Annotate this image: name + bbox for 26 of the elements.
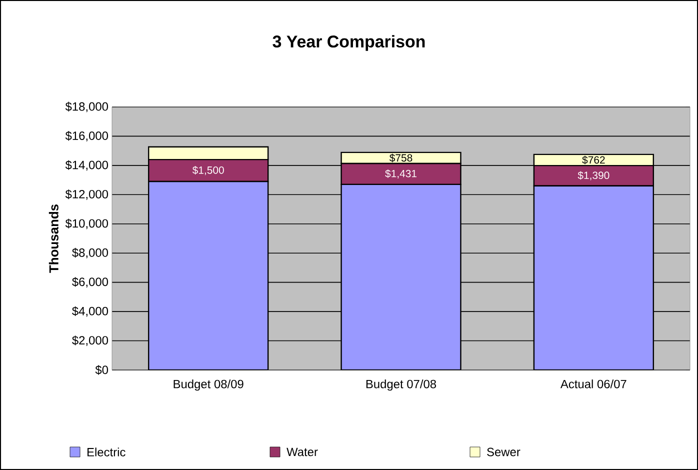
x-tick-label: Budget 08/09 bbox=[174, 380, 244, 391]
x-tick-label: Actual 06/07 bbox=[560, 380, 626, 388]
legend-label: Electric bbox=[88, 448, 126, 456]
y-tick-label: $8,000 bbox=[72, 248, 108, 258]
data-label: $1,500 bbox=[192, 166, 224, 176]
y-tick-label: $14,000 bbox=[65, 160, 108, 171]
y-tick-label: $12,000 bbox=[65, 189, 108, 200]
data-label: $758 bbox=[389, 154, 412, 162]
y-tick-label: $10,000 bbox=[65, 218, 108, 230]
bar bbox=[533, 185, 654, 370]
x-tick-label: Budget 07/08 bbox=[366, 380, 436, 391]
data-label: $1,390 bbox=[578, 171, 610, 180]
legend-label: Water bbox=[286, 448, 318, 456]
y-tick-label: $16,000 bbox=[65, 131, 108, 142]
bar bbox=[340, 184, 462, 370]
y-tick-label: $6,000 bbox=[72, 277, 108, 288]
chart-title: 3 Year Comparison bbox=[272, 35, 425, 51]
y-tick-label: $2,000 bbox=[72, 336, 108, 346]
y-tick-label: $0 bbox=[95, 365, 108, 375]
y-tick-label: $4,000 bbox=[72, 306, 108, 317]
data-label: $1,431 bbox=[385, 169, 416, 179]
bar bbox=[148, 180, 269, 370]
legend-label: Sewer bbox=[487, 448, 520, 456]
y-axis-title: Thousands bbox=[48, 204, 58, 273]
y-tick-label: $18,000 bbox=[65, 102, 108, 112]
data-label: $762 bbox=[582, 156, 605, 164]
